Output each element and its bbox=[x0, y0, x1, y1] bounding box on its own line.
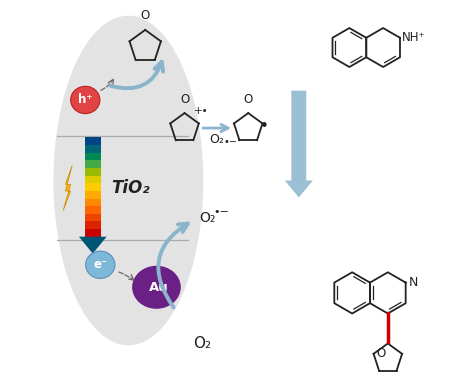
Text: O₂: O₂ bbox=[193, 336, 211, 351]
Polygon shape bbox=[85, 221, 100, 229]
Text: •−: •− bbox=[213, 207, 229, 217]
Ellipse shape bbox=[71, 86, 100, 114]
Polygon shape bbox=[63, 165, 72, 211]
Polygon shape bbox=[85, 137, 100, 145]
Text: O₂: O₂ bbox=[210, 133, 225, 146]
Polygon shape bbox=[85, 176, 100, 183]
Text: O: O bbox=[244, 92, 253, 106]
FancyArrowPatch shape bbox=[158, 224, 188, 308]
Text: O: O bbox=[376, 347, 386, 360]
Text: •: • bbox=[260, 120, 269, 135]
FancyArrowPatch shape bbox=[110, 62, 163, 88]
FancyArrow shape bbox=[285, 91, 313, 197]
Polygon shape bbox=[85, 214, 100, 221]
Text: N: N bbox=[409, 276, 418, 289]
Text: +•: +• bbox=[193, 106, 208, 116]
Polygon shape bbox=[85, 160, 100, 168]
Text: NH⁺: NH⁺ bbox=[402, 31, 426, 44]
Text: O: O bbox=[180, 92, 189, 106]
Text: •−: •− bbox=[223, 137, 237, 147]
Polygon shape bbox=[85, 191, 100, 199]
Polygon shape bbox=[79, 237, 107, 253]
Text: Au: Au bbox=[148, 281, 168, 294]
Polygon shape bbox=[85, 145, 100, 153]
Text: h⁺: h⁺ bbox=[78, 94, 92, 106]
Text: e⁻: e⁻ bbox=[93, 258, 108, 271]
Text: O: O bbox=[141, 9, 150, 23]
Polygon shape bbox=[85, 206, 100, 214]
Polygon shape bbox=[85, 153, 100, 160]
Ellipse shape bbox=[54, 16, 203, 345]
Ellipse shape bbox=[86, 251, 115, 279]
Polygon shape bbox=[85, 229, 100, 237]
Ellipse shape bbox=[132, 266, 181, 309]
Text: O₂: O₂ bbox=[200, 211, 216, 225]
Polygon shape bbox=[85, 168, 100, 176]
Polygon shape bbox=[85, 199, 100, 206]
Polygon shape bbox=[85, 183, 100, 191]
Text: TiO₂: TiO₂ bbox=[111, 179, 149, 197]
